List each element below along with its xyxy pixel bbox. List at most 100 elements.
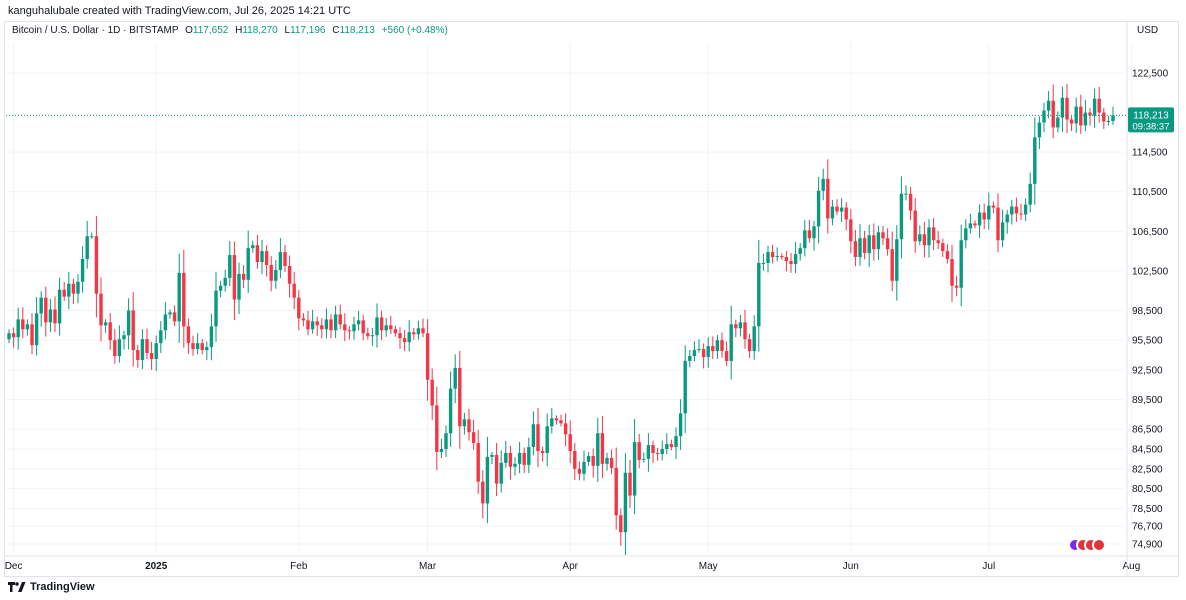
candle-body (600, 433, 605, 464)
candle-body (766, 252, 770, 263)
candle-body (191, 343, 195, 350)
candle-body (278, 252, 283, 270)
candle-body (287, 265, 292, 284)
candle-body (1069, 119, 1074, 124)
candle-body (573, 450, 577, 469)
y-tick-label: 84,500 (1132, 445, 1163, 456)
candle-body (1033, 137, 1037, 184)
candle-body (1065, 97, 1069, 120)
candle-body (683, 360, 687, 414)
candle-body (559, 420, 563, 424)
candle-body (867, 235, 871, 254)
candle-body (315, 321, 319, 326)
candle-body (168, 312, 172, 315)
high-value: 118,270 (242, 25, 278, 36)
candle-body (706, 346, 710, 357)
candle-body (922, 234, 927, 246)
last-price-text: 118,213 (1133, 110, 1169, 121)
candle-body (504, 452, 508, 463)
open-label: O (185, 25, 193, 36)
candle-body (812, 226, 816, 239)
candle-body (214, 290, 218, 327)
event-badges[interactable] (1068, 538, 1106, 552)
candle-body (665, 444, 669, 450)
candle-body (623, 472, 628, 533)
candle-body (421, 328, 425, 334)
candle-body (11, 333, 16, 338)
candle-body (389, 325, 393, 330)
y-tick-label: 82,500 (1132, 464, 1163, 475)
y-tick-label: 114,500 (1132, 148, 1168, 159)
candle-body (711, 346, 715, 352)
candle-body (536, 424, 540, 451)
candle-body (310, 321, 315, 330)
candle-body (872, 235, 876, 250)
candle-body (517, 452, 522, 464)
us-flag-event-icon[interactable] (1092, 538, 1106, 552)
candle-body (743, 322, 747, 340)
candle-body (757, 262, 761, 327)
candle-body (140, 339, 145, 360)
candle-body (605, 457, 609, 464)
candle-body (246, 248, 250, 280)
candle-body (1060, 97, 1065, 118)
candle-body (734, 324, 738, 329)
candle-body (1051, 100, 1055, 128)
candle-body (94, 236, 99, 294)
grid-lines (6, 44, 1132, 552)
candle-body (499, 462, 503, 484)
candle-body (996, 207, 1000, 241)
y-tick-label: 122,500 (1132, 69, 1169, 80)
candle-body (738, 322, 743, 329)
candle-body (628, 472, 632, 496)
candle-body (660, 449, 664, 454)
candle-body (338, 314, 342, 325)
candle-body (982, 212, 986, 220)
candle-body (471, 432, 476, 444)
candle-body (154, 343, 158, 359)
candle-body (264, 251, 269, 265)
candle-body (964, 228, 968, 241)
candle-body (508, 452, 513, 467)
candle-body (1019, 213, 1023, 215)
candle-body (407, 332, 411, 343)
candle-body (761, 262, 766, 264)
currency-label[interactable]: USD (1137, 25, 1159, 36)
candle-body (21, 319, 25, 330)
candle-body (678, 413, 683, 437)
candle-body (476, 443, 480, 482)
candle-body (669, 444, 674, 448)
candle-body (770, 252, 775, 258)
candle-body (425, 333, 430, 380)
candle-body (228, 255, 232, 278)
candle-body (674, 436, 678, 448)
x-tick-label: Jul (982, 561, 995, 572)
candle-body (1014, 206, 1019, 214)
candle-body (283, 252, 287, 266)
candle-body (941, 243, 945, 252)
low-value: 117,196 (290, 25, 326, 36)
candle-body (803, 230, 807, 249)
symbol-title[interactable]: Bitcoin / U.S. Dollar · 1D · BITSTAMP (12, 25, 179, 36)
candle-body (821, 178, 825, 191)
candle-body (172, 312, 177, 322)
candle-body (830, 206, 835, 219)
candle-body (531, 424, 536, 448)
candle-body (416, 328, 421, 335)
candle-body (71, 283, 76, 294)
candle-body (697, 349, 701, 351)
candle-body (329, 319, 333, 331)
y-tick-label: 95,500 (1132, 336, 1163, 347)
candle-body (375, 317, 379, 336)
candle-body (366, 333, 370, 337)
candle-body (490, 454, 494, 457)
candle-body (591, 455, 595, 466)
candle-body (7, 333, 11, 340)
candle-body (1028, 183, 1032, 205)
candle-body (913, 210, 917, 242)
tradingview-branding[interactable]: TradingView (8, 581, 95, 593)
candle-body (485, 456, 490, 504)
candle-body (347, 330, 352, 332)
candle-body (53, 309, 57, 324)
